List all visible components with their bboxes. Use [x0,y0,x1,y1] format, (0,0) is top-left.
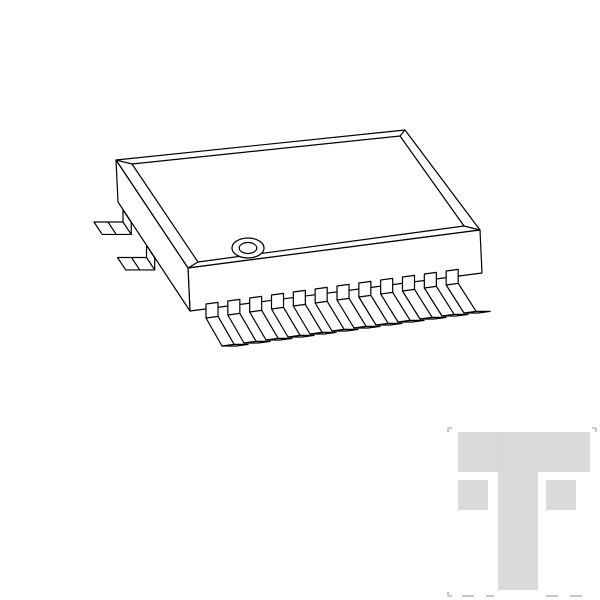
pin [94,210,131,234]
ic-chip [94,130,490,346]
pin [446,269,490,313]
diagram-canvas [0,0,600,600]
pin [118,246,155,270]
watermark [448,428,596,596]
